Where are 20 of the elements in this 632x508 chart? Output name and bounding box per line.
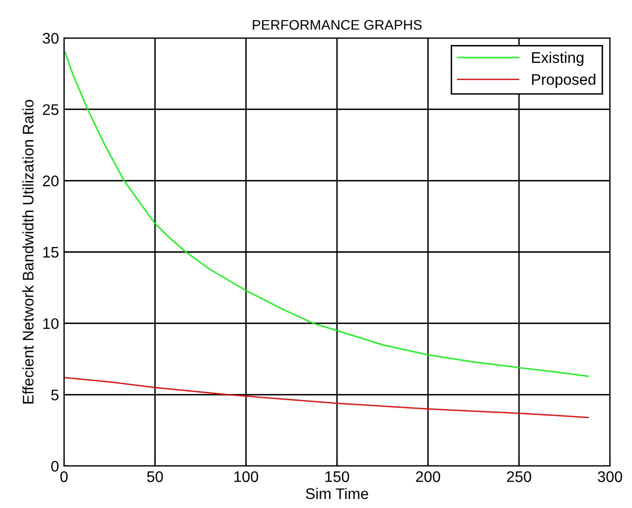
y-tick-label: 20: [42, 176, 59, 186]
x-tick-label: 50: [147, 471, 163, 482]
legend-label: Proposed: [532, 74, 596, 88]
x-tick-label: 100: [234, 471, 258, 482]
y-tick-label: 5: [51, 390, 58, 400]
y-tick-label: 10: [43, 318, 59, 330]
x-axis-title: Sim Time: [306, 488, 368, 500]
x-tick-label: 0: [60, 471, 68, 482]
line-series: [64, 376, 589, 418]
y-tick-label: 30: [42, 32, 59, 44]
x-tick-label: 300: [598, 471, 622, 482]
x-tick-label: 200: [416, 471, 440, 482]
x-tick-label: 250: [507, 471, 532, 482]
chart-title: PERFORMANCE GRAPHS: [252, 20, 422, 30]
x-tick-label: 150: [325, 471, 350, 482]
y-tick-label: 0: [51, 460, 59, 472]
legend-label: Existing: [532, 52, 584, 66]
y-tick-label: 25: [42, 104, 58, 116]
y-tick-label: 15: [43, 247, 58, 258]
y-axis-title: Effecient Network Bandwidth Utilization Ratio: [22, 100, 34, 404]
